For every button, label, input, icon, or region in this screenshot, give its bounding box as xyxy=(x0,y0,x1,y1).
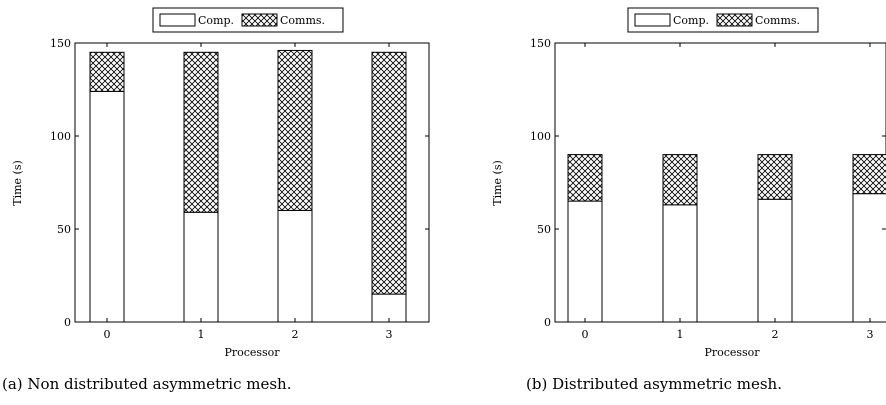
bars-group xyxy=(89,49,407,323)
bar-segment-comms-processor-1 xyxy=(662,154,698,206)
bar-segment-comp-processor-0 xyxy=(89,90,125,323)
x-tick-label: 3 xyxy=(386,328,393,341)
legend-label-comp: Comp. xyxy=(198,14,234,27)
y-ticks: 0 50 100 150 xyxy=(50,37,429,329)
x-axis-label: Processor xyxy=(704,346,760,359)
legend: Comp. Comms. xyxy=(627,7,819,33)
legend-label-comp: Comp. xyxy=(673,14,709,27)
y-tick-label: 50 xyxy=(57,223,71,236)
legend-label-comms: Comms. xyxy=(280,14,325,27)
bar-segment-comp-processor-0 xyxy=(567,200,603,323)
y-tick-label: 100 xyxy=(530,130,551,143)
x-ticks: 0 1 2 3 xyxy=(104,43,393,341)
bar-segment-comp-processor-3 xyxy=(371,293,407,323)
figure-caption: (b) Distributed asymmetric mesh. xyxy=(526,375,782,393)
bar-segment-comms-processor-3 xyxy=(852,154,886,195)
x-tick-label: 1 xyxy=(198,328,205,341)
figure-caption: (a) Non distributed asymmetric mesh. xyxy=(2,375,291,393)
y-tick-label: 150 xyxy=(50,37,71,50)
y-ticks: 0 50 100 150 xyxy=(530,37,886,329)
y-tick-label: 0 xyxy=(544,316,551,329)
x-tick-label: 1 xyxy=(677,328,684,341)
x-tick-label: 3 xyxy=(867,328,874,341)
bar-segment-comms-processor-2 xyxy=(757,154,793,200)
bar-segment-comms-processor-3 xyxy=(371,51,407,295)
y-axis-label: Time (s) xyxy=(491,160,504,206)
y-tick-label: 100 xyxy=(50,130,71,143)
legend-swatch-comp xyxy=(159,13,196,27)
legend-swatch-comp xyxy=(634,13,671,27)
bar-segment-comp-processor-2 xyxy=(277,209,313,323)
y-tick-label: 150 xyxy=(530,37,551,50)
plot-area-frame xyxy=(554,42,886,323)
bars-group xyxy=(567,154,886,323)
chart-panel-a: Comp. Comms. 0 50 100 150 0 1 2 3 Time (s) Pro… xyxy=(2,7,430,393)
bar-segment-comms-processor-2 xyxy=(277,49,313,211)
bar-segment-comp-processor-3 xyxy=(852,193,886,323)
x-tick-label: 0 xyxy=(582,328,589,341)
y-tick-label: 0 xyxy=(64,316,71,329)
x-tick-label: 0 xyxy=(104,328,111,341)
legend-swatch-comms xyxy=(716,13,753,27)
x-tick-label: 2 xyxy=(292,328,299,341)
bar-segment-comms-processor-0 xyxy=(567,154,603,202)
chart-panel-b: Comp. Comms. 0 50 100 150 0 1 2 3 Time (s) Pro… xyxy=(491,7,886,393)
y-axis-label: Time (s) xyxy=(11,160,24,206)
x-ticks: 0 1 2 3 xyxy=(582,43,874,341)
bar-segment-comp-processor-1 xyxy=(183,211,219,323)
bar-segment-comms-processor-1 xyxy=(183,51,219,213)
x-axis-label: Processor xyxy=(224,346,280,359)
legend-label-comms: Comms. xyxy=(755,14,800,27)
bar-segment-comp-processor-1 xyxy=(662,204,698,323)
y-tick-label: 50 xyxy=(537,223,551,236)
legend-swatch-comms xyxy=(241,13,278,27)
x-tick-label: 2 xyxy=(772,328,779,341)
plot-area-frame xyxy=(74,42,430,323)
bar-segment-comp-processor-2 xyxy=(757,198,793,323)
legend: Comp. Comms. xyxy=(152,7,344,33)
bar-segment-comms-processor-0 xyxy=(89,51,125,92)
